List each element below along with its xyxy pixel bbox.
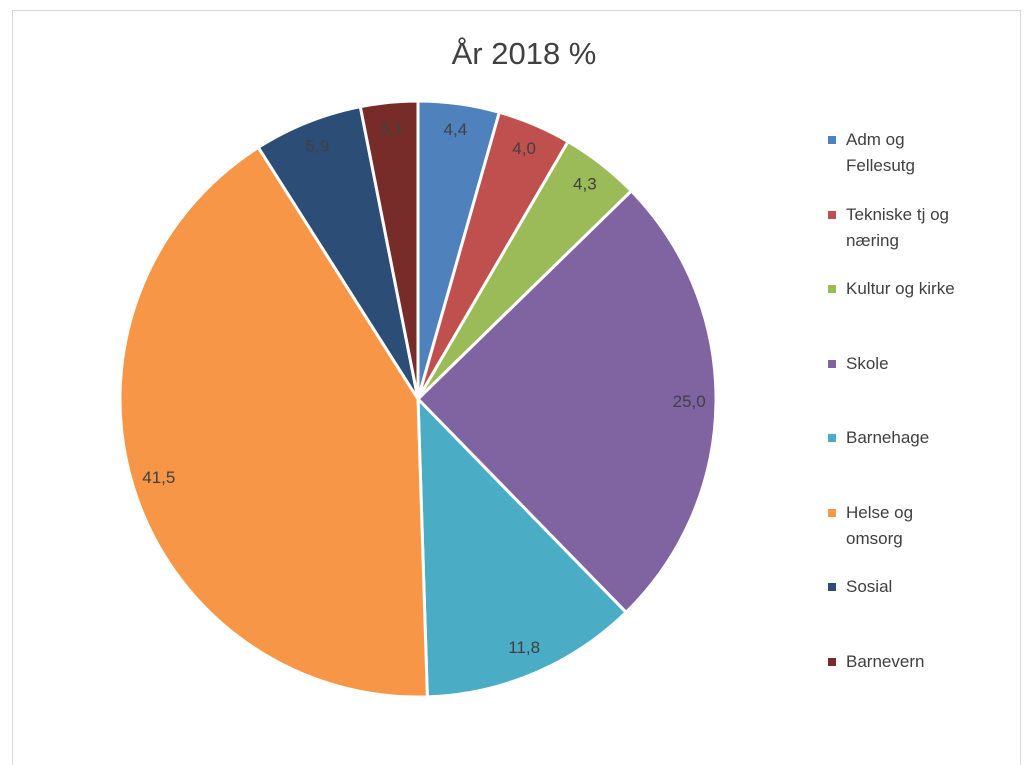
- legend-swatch: [828, 508, 836, 517]
- data-label: 3,1: [380, 119, 404, 138]
- data-label: 4,3: [573, 175, 597, 194]
- legend-entry: Adm og Fellesutg: [828, 127, 978, 179]
- legend-swatch: [828, 359, 836, 368]
- legend-swatch: [828, 136, 836, 144]
- legend-label: Helse og omsorg: [846, 502, 914, 548]
- data-label: 5,9: [306, 137, 330, 156]
- legend-label: Skole: [846, 353, 889, 373]
- legend-label: Kultur og kirke: [846, 279, 955, 298]
- pie-slice: [118, 145, 429, 699]
- legend-swatch: [828, 583, 836, 591]
- chart-title: År 2018 %: [452, 36, 597, 71]
- legend-swatch: [828, 210, 836, 219]
- legend-label: Adm og Fellesutg: [846, 130, 915, 175]
- legend-entry: Helse og omsorg: [828, 500, 978, 552]
- legend-entry: Sosial: [828, 574, 978, 600]
- legend-label: Tekniske tj og næring: [846, 204, 949, 250]
- legend-swatch: [828, 657, 836, 666]
- pie-slice: [416, 395, 629, 699]
- legend-label: Barnevern: [846, 651, 925, 671]
- data-label: 11,8: [508, 638, 540, 657]
- legend-label: Barnehage: [846, 428, 930, 447]
- legend-entry: Barnehage: [828, 425, 978, 451]
- data-label: 4,4: [444, 120, 468, 139]
- pie-slice: [415, 188, 718, 615]
- legend-swatch: [828, 285, 836, 293]
- pie-slice: [358, 99, 420, 400]
- data-label: 41,5: [142, 468, 175, 487]
- legend-label: Sosial: [846, 577, 893, 596]
- legend-entry: Skole: [828, 351, 978, 377]
- data-label: 4,0: [512, 139, 536, 158]
- legend-entry: Kultur og kirke: [828, 276, 978, 302]
- legend-swatch: [828, 434, 836, 442]
- data-label: 25,0: [673, 392, 706, 411]
- legend-entry: Barnevern: [828, 649, 978, 675]
- legend-entry: Tekniske tj og næring: [828, 202, 978, 254]
